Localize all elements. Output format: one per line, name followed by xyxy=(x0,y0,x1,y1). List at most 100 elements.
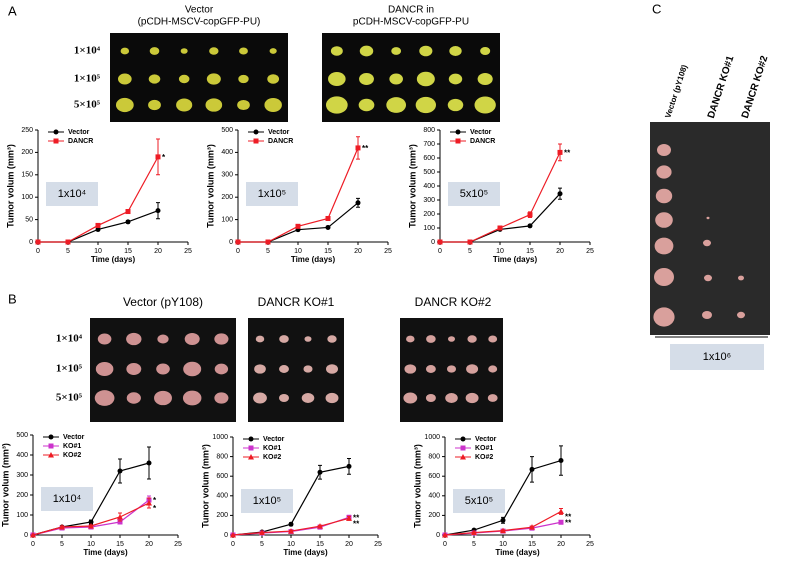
x-tick-label: 5 xyxy=(260,541,264,548)
x-axis-title: Time (days) xyxy=(493,255,538,264)
tumor xyxy=(656,165,672,179)
legend-label: KO#1 xyxy=(475,445,493,452)
point xyxy=(527,223,533,229)
y-axis-title: Tumor volum (mm³) xyxy=(412,444,422,528)
y-tick-label: 200 xyxy=(16,492,28,499)
tumor xyxy=(415,96,437,114)
tumor xyxy=(445,392,458,404)
x-tick-label: 0 xyxy=(438,248,442,255)
x-tick-label: 15 xyxy=(316,541,324,548)
x-tick-label: 10 xyxy=(94,248,102,255)
photo-caption: Vector (pY108) xyxy=(123,295,203,309)
tumor xyxy=(206,73,221,85)
y-axis-title: Tumor volum (mm³) xyxy=(0,443,10,527)
y-tick-label: 50 xyxy=(25,216,33,223)
tumor xyxy=(126,363,142,375)
y-tick-label: 200 xyxy=(428,512,440,519)
point xyxy=(117,519,123,525)
legend-marker xyxy=(455,138,461,144)
tumor xyxy=(214,392,229,404)
tumor xyxy=(702,311,712,319)
x-tick-label: 15 xyxy=(124,248,132,255)
tumor xyxy=(391,47,402,55)
x-tick-label: 0 xyxy=(36,248,40,255)
y-tick-label: 800 xyxy=(428,453,440,460)
point xyxy=(288,521,294,527)
point xyxy=(35,239,41,245)
point xyxy=(230,532,236,538)
row-label: 1×10⁵ xyxy=(56,363,83,375)
legend-label: KO#1 xyxy=(63,443,81,450)
photo xyxy=(650,122,770,335)
point xyxy=(557,191,563,197)
x-tick-label: 20 xyxy=(154,248,162,255)
y-tick-label: 0 xyxy=(229,239,233,246)
point xyxy=(65,239,71,245)
legend-marker xyxy=(460,436,466,442)
tumor xyxy=(446,365,457,373)
box-label: 1x10⁴ xyxy=(58,188,87,200)
tumor xyxy=(448,73,463,85)
y-tick-label: 0 xyxy=(224,532,228,539)
x-tick-label: 0 xyxy=(236,248,240,255)
tumor xyxy=(214,363,229,375)
point xyxy=(558,508,564,514)
legend-label: Vector xyxy=(68,129,90,136)
tumor xyxy=(477,72,493,86)
tumor xyxy=(279,394,289,402)
legend-marker xyxy=(248,436,254,442)
dose-label: 1x10⁶ xyxy=(703,351,731,363)
point xyxy=(88,519,94,525)
tumor xyxy=(95,361,114,377)
y-tick-label: 200 xyxy=(216,512,228,519)
x-axis-title: Time (days) xyxy=(291,255,336,264)
y-tick-label: 400 xyxy=(423,183,435,190)
significance: * xyxy=(153,504,157,513)
legend-marker xyxy=(460,445,466,451)
y-tick-label: 400 xyxy=(221,149,233,156)
box-label: 1x10⁴ xyxy=(53,493,82,505)
point xyxy=(325,224,331,230)
x-tick-label: 10 xyxy=(294,248,302,255)
tumor xyxy=(154,390,172,406)
tumor xyxy=(416,71,435,87)
significance: * xyxy=(162,153,166,162)
row-label: 1×10⁴ xyxy=(56,333,83,345)
point xyxy=(346,463,352,469)
tumor xyxy=(182,390,202,406)
significance: * xyxy=(153,496,157,505)
tumor xyxy=(126,392,141,404)
point xyxy=(117,468,123,474)
panel-label: B xyxy=(8,291,17,306)
tumor xyxy=(480,46,491,56)
y-axis-title: Tumor volum (mm³) xyxy=(205,144,215,228)
tumor xyxy=(149,47,160,55)
x-axis-title: Time (days) xyxy=(495,548,540,557)
point xyxy=(317,523,323,529)
point xyxy=(529,524,535,530)
tumor xyxy=(237,99,250,111)
x-axis-title: Time (days) xyxy=(91,255,136,264)
x-tick-label: 25 xyxy=(374,541,382,548)
column-label: DANCR KO#1 xyxy=(706,54,737,120)
significance: ** xyxy=(353,519,360,528)
box-label-bg xyxy=(453,489,505,513)
tumor xyxy=(178,74,190,84)
tumor xyxy=(120,47,130,55)
point xyxy=(317,469,323,475)
point xyxy=(527,212,533,218)
x-tick-label: 10 xyxy=(287,541,295,548)
legend-label: KO#2 xyxy=(63,452,81,459)
x-axis-title: Time (days) xyxy=(283,548,328,557)
tumor xyxy=(488,365,498,373)
tumor xyxy=(358,98,375,112)
tumor xyxy=(325,96,348,114)
point xyxy=(95,222,101,228)
y-tick-label: 150 xyxy=(21,172,33,179)
series-line xyxy=(238,202,359,243)
y-tick-label: 600 xyxy=(428,473,440,480)
x-tick-label: 25 xyxy=(384,248,392,255)
x-tick-label: 0 xyxy=(231,541,235,548)
legend-label: KO#1 xyxy=(263,445,281,452)
point xyxy=(557,149,563,155)
